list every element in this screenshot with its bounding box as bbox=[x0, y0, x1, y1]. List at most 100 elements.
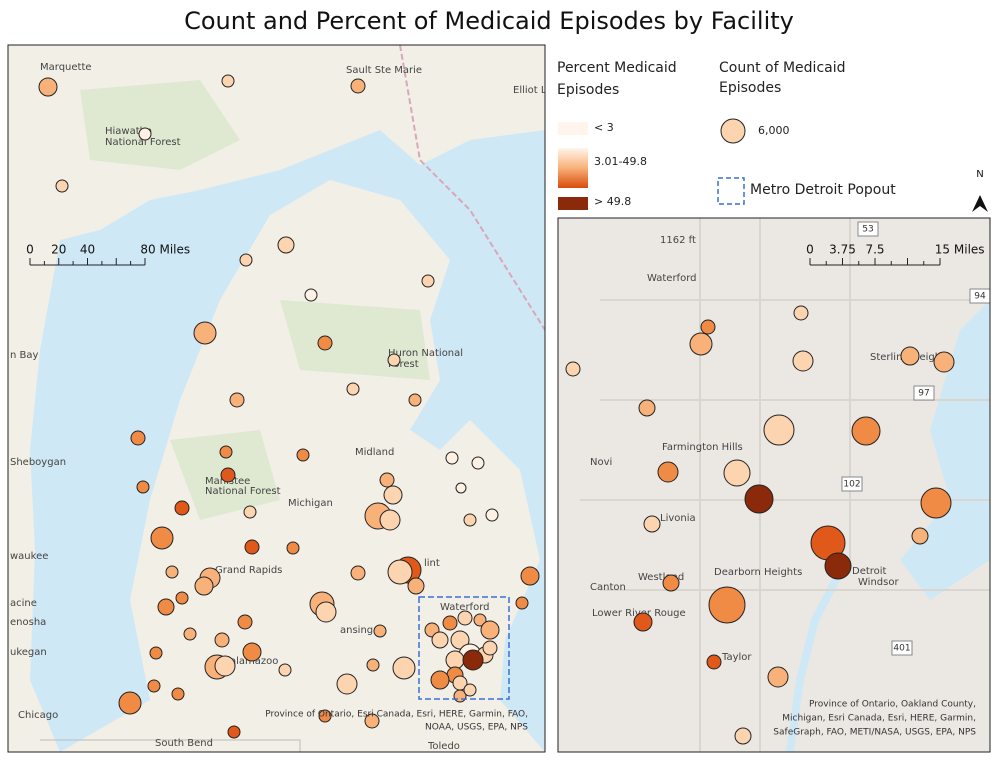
facility-bubble bbox=[734, 727, 752, 745]
facility-bubble bbox=[220, 467, 236, 483]
facility-bubble bbox=[662, 574, 680, 592]
place-label: alamazoo bbox=[230, 656, 278, 667]
legend-popout-box bbox=[717, 177, 745, 205]
place-label: Waterford bbox=[440, 602, 489, 613]
facility-bubble bbox=[318, 709, 332, 723]
place-label: Detroit bbox=[852, 566, 887, 577]
place-label: Westland bbox=[638, 572, 684, 583]
legend-title: Percent Medicaid bbox=[557, 60, 677, 76]
facility-bubble bbox=[473, 613, 487, 627]
road-shield bbox=[857, 221, 879, 237]
facility-bubble bbox=[824, 552, 852, 580]
facility-bubble bbox=[366, 658, 380, 672]
facility-bubble bbox=[244, 539, 260, 555]
place-label: National Forest bbox=[205, 486, 281, 497]
facility-bubble bbox=[219, 445, 233, 459]
place-label: Dearborn Heights bbox=[714, 567, 802, 578]
facility-bubble bbox=[706, 654, 722, 670]
place-label: enosha bbox=[10, 617, 46, 628]
facility-bubble bbox=[118, 691, 142, 715]
legend-swatch bbox=[558, 197, 588, 210]
place-label: Waterford bbox=[647, 273, 696, 284]
legend-swatch bbox=[558, 122, 588, 135]
facility-bubble bbox=[657, 461, 679, 483]
facility-bubble bbox=[911, 527, 929, 545]
place-label: Huron National bbox=[388, 348, 463, 359]
facility-bubble bbox=[463, 683, 477, 697]
facility-bubble bbox=[296, 448, 310, 462]
facility-bubble bbox=[214, 655, 236, 677]
facility-bubble bbox=[445, 650, 465, 670]
facility-bubble bbox=[239, 253, 253, 267]
facility-bubble bbox=[157, 598, 175, 616]
place-label: ukegan bbox=[10, 647, 47, 658]
facility-bubble bbox=[515, 596, 529, 610]
facility-bubble bbox=[229, 392, 245, 408]
attribution: Province of Ontario, Oakland County, bbox=[809, 700, 976, 710]
place-label: Windsor bbox=[858, 577, 899, 588]
facility-bubble bbox=[457, 610, 473, 626]
facility-bubble bbox=[304, 288, 318, 302]
facility-bubble bbox=[379, 472, 395, 488]
facility-bubble bbox=[452, 675, 468, 691]
facility-bubble bbox=[174, 500, 190, 516]
facility-bubble bbox=[450, 630, 470, 650]
legend-title: Count of Medicaid bbox=[719, 60, 846, 76]
place-label: Farmington Hills bbox=[662, 442, 743, 453]
legend-gradient bbox=[558, 148, 588, 188]
facility-bubble bbox=[147, 679, 161, 693]
facility-bubble bbox=[430, 670, 450, 690]
place-label: n Bay bbox=[10, 350, 39, 361]
facility-bubble bbox=[455, 482, 467, 494]
facility-bubble bbox=[242, 642, 262, 662]
facility-bubble bbox=[387, 353, 401, 367]
place-label: ansing bbox=[340, 625, 373, 636]
facility-bubble bbox=[214, 632, 230, 648]
inset-frame bbox=[557, 217, 991, 753]
facility-bubble bbox=[442, 615, 458, 631]
facility-bubble bbox=[383, 485, 403, 505]
facility-bubble bbox=[480, 620, 500, 640]
legend-circle bbox=[720, 118, 746, 144]
main-map: Marquette Sault Ste Marie Elliot L Hiawatha… bbox=[8, 45, 547, 752]
facility-bubble bbox=[130, 430, 146, 446]
facility-bubble bbox=[421, 274, 435, 288]
facility-bubble bbox=[900, 346, 920, 366]
facility-bubble bbox=[194, 576, 214, 596]
facility-bubble bbox=[463, 513, 477, 527]
title: Count and Percent of Medicaid Episodes b… bbox=[184, 7, 794, 35]
road-shield-label: 53 bbox=[862, 225, 873, 235]
legend-label: > 49.8 bbox=[594, 195, 631, 208]
facility-bubble bbox=[643, 515, 661, 533]
facility-bubble bbox=[221, 74, 235, 88]
facility-bubble bbox=[227, 725, 241, 739]
place-label: Elliot L bbox=[513, 85, 547, 96]
scale-label: 15 Miles bbox=[935, 243, 985, 257]
facility-bubble bbox=[175, 591, 189, 605]
road-shield-label: 94 bbox=[974, 292, 986, 302]
place-label: 1162 ft bbox=[660, 235, 696, 246]
scale-label: 80 Miles bbox=[140, 243, 190, 257]
road-shield-label: 97 bbox=[918, 389, 929, 399]
facility-bubble bbox=[183, 627, 197, 641]
legend-label: 6,000 bbox=[758, 124, 790, 137]
place-label: Forest bbox=[388, 359, 419, 370]
facility-bubble bbox=[462, 649, 484, 671]
facility-bubble bbox=[243, 505, 257, 519]
facility-bubble bbox=[149, 646, 163, 660]
place-label: Hiawatha bbox=[105, 126, 152, 137]
popout-box bbox=[418, 596, 510, 700]
facility-bubble bbox=[933, 351, 955, 373]
place-label: Midland bbox=[355, 447, 394, 458]
facility-bubble bbox=[708, 586, 746, 624]
place-label: National Forest bbox=[105, 137, 181, 148]
legend-label: 3.01-49.8 bbox=[594, 155, 647, 168]
facility-bubble bbox=[744, 484, 774, 514]
scale-label: 0 bbox=[806, 243, 814, 257]
north-arrow bbox=[972, 195, 988, 212]
facility-bubble bbox=[723, 459, 751, 487]
road-shield bbox=[969, 288, 990, 304]
facility-bubble bbox=[700, 319, 716, 335]
